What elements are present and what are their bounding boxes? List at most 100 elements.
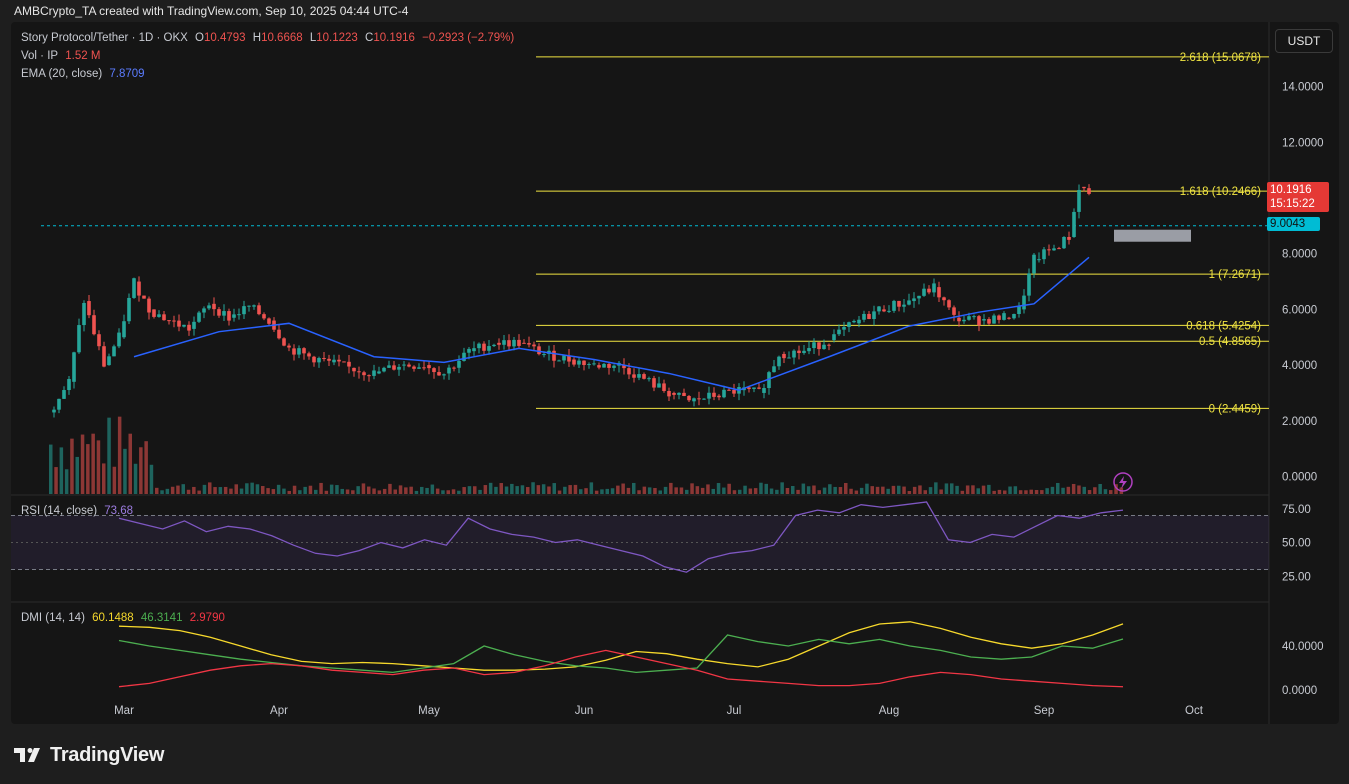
candle-body: [1012, 314, 1016, 319]
volume-bar: [679, 487, 684, 494]
volume-bar: [1018, 490, 1023, 494]
candle-body: [987, 319, 991, 324]
volume-bar: [791, 485, 795, 494]
volume-bar: [160, 490, 164, 494]
candle-body: [207, 305, 211, 309]
candle-body: [242, 306, 246, 315]
volume-bar: [637, 490, 641, 494]
candle-body: [687, 395, 691, 401]
candle-body: [782, 353, 786, 359]
volume-bar: [806, 486, 811, 494]
volume-bar: [897, 485, 901, 494]
volume-bar: [441, 490, 445, 494]
volume-bar: [473, 486, 477, 494]
volume-bar: [981, 485, 986, 494]
volume-bar: [1103, 489, 1108, 494]
candle-body: [202, 308, 206, 313]
candle-body: [657, 383, 661, 388]
chart-panel[interactable]: 14.0000 12.0000 8.0000 6.0000 4.0000 2.0000 0.…: [11, 22, 1339, 724]
volume-bar: [632, 482, 636, 494]
time-axis-tick: Apr: [270, 705, 288, 717]
candle-body: [797, 350, 801, 354]
candle-body: [167, 320, 171, 322]
volume-bar: [70, 438, 74, 494]
alert-lightning-icon: [1113, 472, 1133, 492]
volume-bar: [950, 483, 954, 494]
volume-bar: [409, 486, 413, 494]
volume-bar: [685, 489, 689, 494]
volume-bar: [504, 486, 509, 494]
volume-bar: [912, 486, 917, 494]
candle-body: [762, 388, 766, 393]
rsi-axis-tick: 25.00: [1282, 571, 1311, 583]
fib-level-label: 2.618 (15.0678): [1180, 52, 1261, 64]
volume-bar: [573, 484, 578, 494]
candle-body: [1042, 249, 1046, 260]
chart-canvas[interactable]: 14.0000 12.0000 8.0000 6.0000 4.0000 2.0000 0.…: [11, 22, 1339, 724]
volume-bar: [902, 486, 906, 494]
volume-bar: [875, 486, 880, 494]
volume-bar: [658, 490, 662, 494]
price-axis-tick: 14.0000: [1282, 82, 1324, 94]
volume-bar: [594, 490, 599, 494]
time-axis-tick: Jun: [575, 705, 594, 717]
candle-body: [1087, 188, 1091, 194]
dmi-axis-tick: 0.0000: [1282, 685, 1317, 697]
volume-bar: [822, 487, 827, 494]
candle-body: [637, 374, 641, 378]
candle-body: [197, 312, 201, 322]
volume-bar: [478, 489, 482, 494]
candle-body: [342, 361, 346, 363]
price-axis-tick: 4.0000: [1282, 360, 1317, 372]
volume-bar: [579, 489, 583, 494]
volume-bar: [695, 486, 700, 494]
candle-body: [332, 359, 336, 363]
volume-bar: [844, 483, 848, 494]
time-axis-tick: Aug: [879, 705, 899, 717]
volume-bar: [722, 487, 726, 494]
volume-bar: [218, 487, 223, 494]
candle-body: [777, 356, 781, 367]
candle-body: [237, 314, 241, 316]
volume-bar: [186, 489, 191, 494]
candle-body: [57, 398, 61, 410]
candle-body: [302, 348, 306, 354]
close-label: C: [365, 32, 374, 44]
candle-body: [447, 367, 451, 374]
volume-bar: [955, 485, 959, 494]
candle-body: [667, 390, 671, 397]
candle-body: [437, 372, 441, 376]
high-label: H: [252, 32, 262, 44]
fib-level-label: 0.618 (5.4254): [1186, 320, 1261, 332]
candle-body: [1027, 273, 1031, 296]
price-axis-tick: 8.0000: [1282, 249, 1317, 261]
candle-body: [1082, 186, 1086, 189]
candle-body: [282, 338, 286, 346]
candle-body: [817, 342, 821, 350]
volume-bar: [1066, 486, 1071, 494]
candle-body: [537, 346, 541, 355]
candle-body: [102, 346, 106, 367]
volume-bar: [457, 490, 461, 494]
candle-body: [842, 326, 846, 330]
rsi-legend: RSI (14, close) 73.68: [21, 505, 137, 517]
candle-body: [507, 340, 511, 347]
volume-bar: [420, 486, 424, 494]
candle-body: [512, 339, 516, 347]
volume-bar: [128, 433, 132, 494]
dmi-plus-value: 46.3141: [140, 612, 183, 624]
candle-body: [192, 321, 196, 329]
candle-body: [427, 365, 431, 369]
volume-bar: [716, 483, 721, 494]
volume-bar: [828, 484, 832, 494]
volume-bar: [621, 483, 625, 494]
currency-button[interactable]: USDT: [1275, 29, 1333, 53]
volume-bar: [616, 485, 620, 494]
time-axis-tick: Sep: [1034, 705, 1054, 717]
candle-body: [552, 350, 556, 361]
price-axis-tick: 6.0000: [1282, 304, 1317, 316]
dmi-adx-line: [118, 621, 1124, 671]
fib-level-label: 0.5 (4.8565): [1199, 336, 1261, 348]
volume-bar: [59, 447, 64, 494]
candle-body: [752, 387, 756, 389]
